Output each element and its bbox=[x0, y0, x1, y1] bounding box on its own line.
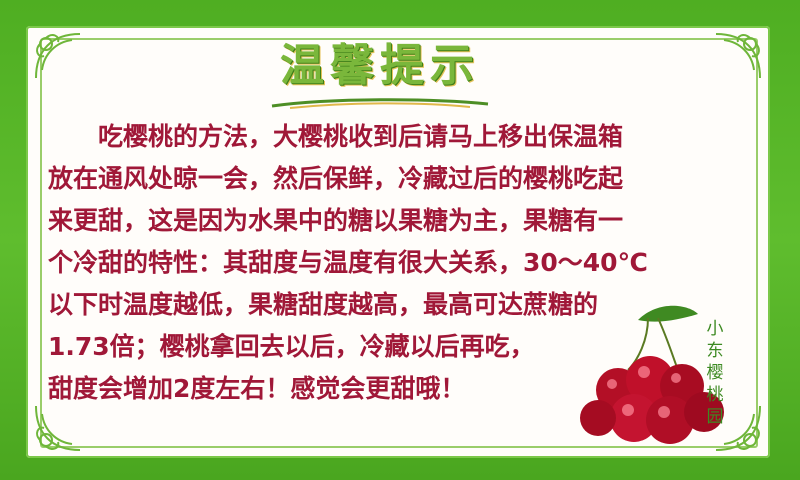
body-line: 来更甜，这是因为水果中的糖以果糖为主，果糖有一 bbox=[48, 206, 624, 235]
corner-ornament-icon bbox=[712, 30, 764, 82]
notice-body: 吃樱桃的方法，大樱桃收到后请马上移出保温箱 放在通风处晾一会，然后保鲜，冷藏过后… bbox=[48, 116, 728, 410]
corner-ornament-icon bbox=[32, 30, 84, 82]
cherries-icon bbox=[580, 305, 724, 444]
corner-ornament-icon bbox=[712, 402, 764, 454]
leaf-icon bbox=[638, 305, 698, 322]
body-line: 放在通风处晾一会，然后保鲜，冷藏过后的樱桃吃起 bbox=[48, 164, 624, 193]
side-brand-label: 小东樱桃园 bbox=[706, 319, 724, 427]
body-line: 个冷甜的特性：其甜度与温度有很大关系，30～40℃ bbox=[48, 248, 648, 277]
body-line: 吃樱桃的方法，大樱桃收到后请马上移出保温箱 bbox=[98, 122, 624, 151]
title-text: 温馨提示 bbox=[280, 40, 480, 91]
corner-ornament-icon bbox=[32, 402, 84, 454]
body-line: 1.73倍；樱桃拿回去以后，冷藏以后再吃， bbox=[48, 332, 535, 361]
decorative-frame bbox=[40, 38, 758, 448]
body-line: 甜度会增加2度左右！感觉会更甜哦！ bbox=[48, 374, 466, 403]
title-swoosh-icon bbox=[271, 98, 489, 109]
page-title: 温馨提示 bbox=[240, 36, 520, 114]
body-line: 以下时温度越低，果糖甜度越高，最高可达蔗糖的 bbox=[48, 290, 599, 319]
